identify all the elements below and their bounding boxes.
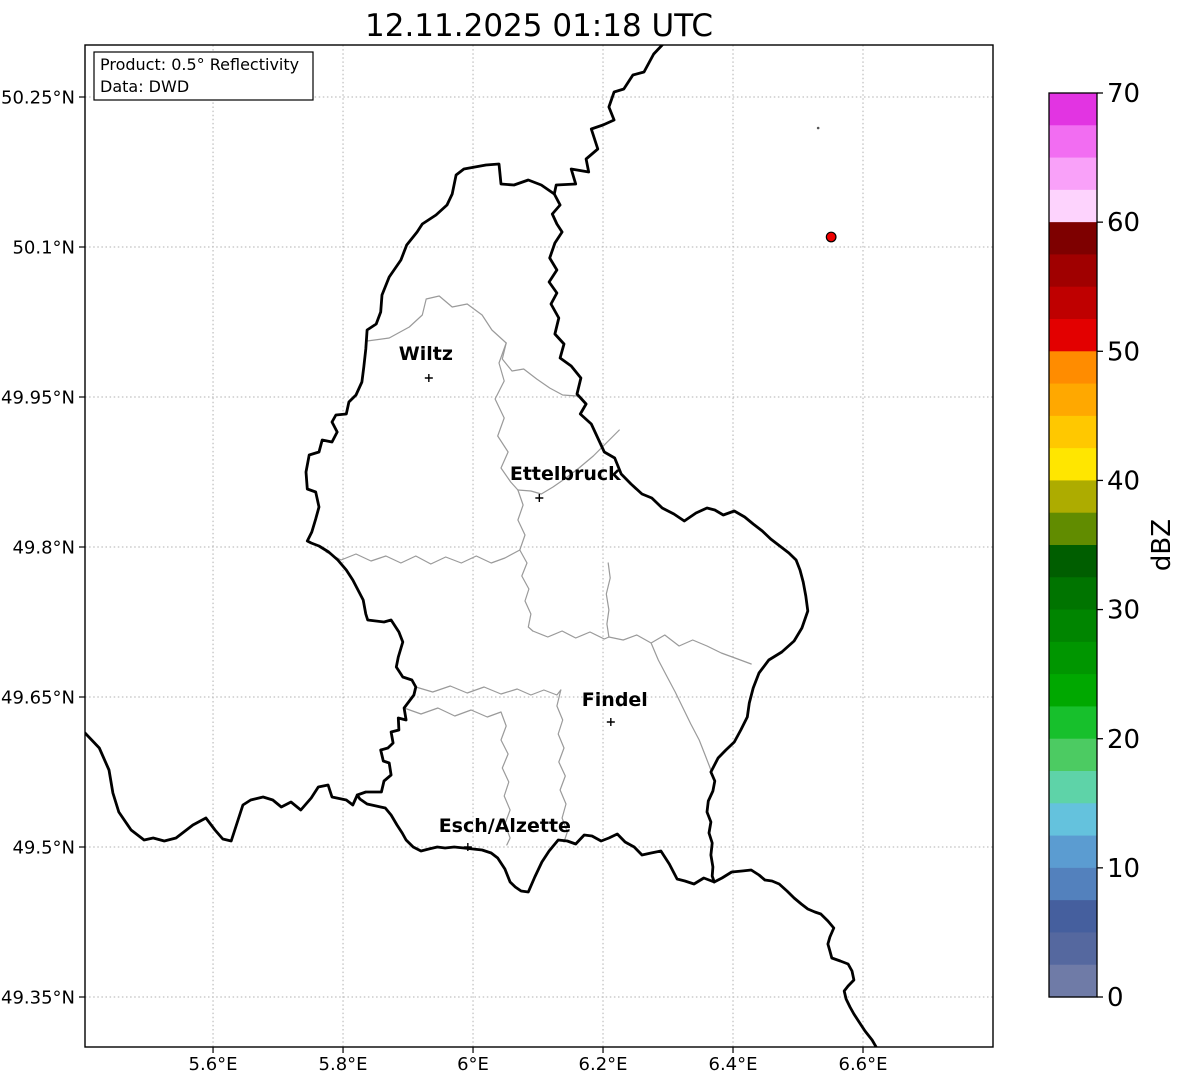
colorbar-segment	[1049, 738, 1097, 772]
colorbar-tick-label: 30	[1107, 596, 1140, 626]
city-marker-cross	[424, 374, 433, 382]
country-border-germany-france-moselle	[712, 868, 878, 1047]
colorbar-axis-label: dBZ	[1147, 519, 1177, 571]
lat-tick-label: 49.65°N	[1, 687, 75, 708]
city-label: Wiltz	[399, 343, 453, 365]
district-border-path	[605, 562, 611, 638]
district-border-path	[366, 295, 578, 397]
city-marker-cross	[606, 718, 615, 726]
info-box: Product: 0.5° Reflectivity Data: DWD	[93, 51, 314, 101]
lat-tick-labels: 50.25°N 50.1°N 49.95°N 49.8°N 49.65°N 49.5°N 4…	[1, 87, 75, 1008]
lon-tick-label: 5.8°E	[319, 1054, 368, 1075]
colorbar-tick-label: 60	[1107, 208, 1140, 238]
lat-tick-label: 49.35°N	[1, 987, 75, 1008]
colorbar-segment	[1049, 480, 1097, 514]
colorbar: 70 60 50 40 30 20 10 0	[1048, 79, 1140, 1013]
country-borders	[85, 45, 878, 1047]
lon-tick-labels: 5.6°E 5.8°E 6°E 6.2°E 6.4°E 6.6°E	[189, 1054, 888, 1075]
colorbar-segment	[1049, 93, 1097, 126]
colorbar-segment	[1049, 157, 1097, 191]
colorbar-segment	[1049, 803, 1097, 837]
colorbar-segment	[1049, 448, 1097, 482]
colorbar-segment	[1049, 771, 1097, 804]
district-border-path	[556, 689, 568, 843]
lat-tick-label: 49.8°N	[12, 537, 75, 558]
district-borders	[325, 295, 752, 846]
colorbar-segment	[1049, 835, 1097, 869]
colorbar-segment	[1049, 319, 1097, 352]
colorbar-segment	[1049, 415, 1097, 449]
city-label: Ettelbruck	[510, 463, 621, 485]
lon-tick-label: 6.2°E	[579, 1054, 628, 1075]
colorbar-segment	[1049, 577, 1097, 611]
lat-tick-label: 50.1°N	[12, 237, 75, 258]
colorbar-tick-label: 40	[1107, 467, 1140, 497]
city-markers: Wiltz Ettelbruck Findel Esch/Alzette	[399, 343, 648, 851]
colorbar-segment	[1049, 189, 1097, 223]
colorbar-segment	[1049, 545, 1097, 578]
colorbar-segment	[1049, 254, 1097, 288]
info-box-frame	[93, 51, 314, 101]
colorbar-segment	[1049, 641, 1097, 675]
colorbar-segment	[1049, 286, 1097, 320]
gridlines	[85, 45, 993, 1047]
axis-ticks	[79, 96, 864, 1053]
lon-tick-label: 6°E	[457, 1054, 489, 1075]
plot-frame	[84, 44, 994, 1048]
city-marker-cross	[535, 494, 544, 502]
colorbar-outline	[1048, 92, 1098, 998]
radar-site-dot	[825, 231, 837, 243]
district-border-path	[532, 630, 610, 640]
city-label: Esch/Alzette	[439, 815, 571, 837]
district-border-path	[415, 685, 562, 696]
lon-tick-label: 5.6°E	[189, 1054, 238, 1075]
observation-points	[816, 126, 837, 243]
colorbar-segment	[1049, 222, 1097, 256]
colorbar-tick-label: 0	[1107, 983, 1124, 1013]
lon-tick-label: 6.6°E	[839, 1054, 888, 1075]
lat-tick-label: 50.25°N	[1, 87, 75, 108]
colorbar-segment	[1049, 867, 1097, 901]
city-marker-cross	[463, 843, 472, 851]
echo-pixel-dot	[816, 126, 820, 130]
colorbar-segment	[1049, 900, 1097, 934]
colorbar-segment	[1049, 706, 1097, 740]
colorbar-segment	[1049, 964, 1097, 998]
colorbar-tick-label: 10	[1107, 854, 1140, 884]
colorbar-segment	[1049, 351, 1097, 385]
lon-tick-label: 6.4°E	[709, 1054, 758, 1075]
info-box-product-line: Product: 0.5° Reflectivity	[100, 55, 299, 74]
colorbar-tick-label: 50	[1107, 337, 1140, 367]
lat-tick-label: 49.95°N	[1, 387, 75, 408]
district-border-path	[517, 489, 534, 632]
city-label: Findel	[582, 689, 648, 711]
colorbar-segment	[1049, 674, 1097, 708]
colorbar-tick-label: 70	[1107, 79, 1140, 109]
country-border-luxembourg	[304, 162, 810, 894]
district-border-path	[494, 342, 519, 491]
district-border-path	[403, 707, 511, 846]
colorbar-segment	[1049, 125, 1097, 159]
district-border-path	[650, 642, 712, 771]
colorbar-segment	[1049, 383, 1097, 417]
district-border-path	[608, 634, 752, 665]
country-border-france-belgium	[85, 731, 359, 843]
district-border-path	[325, 549, 521, 565]
colorbar-segment	[1049, 609, 1097, 643]
lat-tick-label: 49.5°N	[12, 837, 75, 858]
colorbar-segment	[1049, 512, 1097, 546]
colorbar-segment	[1049, 932, 1097, 966]
country-border-belgium-germany	[552, 45, 664, 196]
colorbar-tick-label: 20	[1107, 725, 1140, 755]
figure-title: 12.11.2025 01:18 UTC	[365, 8, 713, 44]
info-box-data-line: Data: DWD	[100, 77, 189, 96]
